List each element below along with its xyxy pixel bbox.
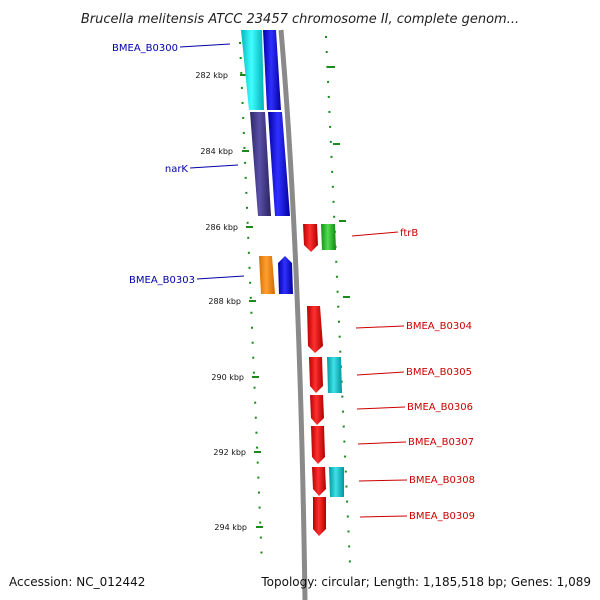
map-title: Brucella melitensis ATCC 23457 chromosom…	[81, 12, 519, 27]
tick-label: 286 kbp	[205, 223, 238, 232]
tick-label: 290 kbp	[211, 373, 244, 382]
scale-labels: 282 kbp 284 kbp 286 kbp 288 kbp 290 kbp …	[195, 71, 247, 532]
gene-nark-companion-feature[interactable]	[268, 112, 290, 216]
gene-label-nark[interactable]: narK	[165, 164, 189, 175]
gene-labels: BMEA_B0300 narK BMEA_B0303 ftrB BMEA_B03…	[112, 43, 475, 522]
gene-label-ftrb[interactable]: ftrB	[400, 228, 418, 239]
gene-label-bmea-b0300[interactable]: BMEA_B0300	[112, 43, 178, 54]
gene-bmea-b0308-feature[interactable]	[312, 467, 326, 496]
gene-bmea-b0307-feature[interactable]	[311, 426, 325, 464]
gene-label-bmea-b0303[interactable]: BMEA_B0303	[129, 275, 195, 286]
gene-bmea-b0309-feature[interactable]	[313, 497, 326, 536]
gene-label-bmea-b0304[interactable]: BMEA_B0304	[406, 321, 472, 332]
gene-bmea-b0303-feature[interactable]	[259, 256, 275, 294]
accession-text: Accession: NC_012442	[9, 575, 145, 589]
label-leaders	[179, 43, 408, 518]
gene-bmea-b0305-feature[interactable]	[309, 357, 323, 393]
gene-label-bmea-b0308[interactable]: BMEA_B0308	[409, 475, 475, 486]
topology-text: Topology: circular; Length: 1,185,518 bp…	[260, 575, 591, 589]
left-track-dots	[239, 41, 263, 566]
gene-ftrb-companion-feature[interactable]	[321, 224, 336, 250]
tick-label: 292 kbp	[213, 448, 246, 457]
gene-bmea-b0306-feature[interactable]	[310, 395, 324, 425]
reverse-genes	[303, 224, 344, 536]
gene-bmea-b0300-feature[interactable]	[241, 30, 264, 110]
tick-label: 288 kbp	[208, 297, 241, 306]
gene-bmea-b0305-companion-feature[interactable]	[327, 357, 342, 393]
gene-nark-feature[interactable]	[250, 112, 271, 216]
gene-ftrb-feature[interactable]	[303, 224, 318, 252]
forward-genes	[241, 30, 293, 294]
chromosome-backbone	[278, 29, 308, 600]
gene-bmea-b0300-companion-feature[interactable]	[263, 30, 281, 110]
gene-label-bmea-b0306[interactable]: BMEA_B0306	[407, 402, 473, 413]
gene-label-bmea-b0307[interactable]: BMEA_B0307	[408, 437, 474, 448]
gene-bmea-b0304-feature[interactable]	[307, 306, 323, 353]
gene-label-bmea-b0305[interactable]: BMEA_B0305	[406, 367, 472, 378]
gene-bmea-b0308-companion-feature[interactable]	[329, 467, 344, 497]
gene-bmea-b0303-companion-feature[interactable]	[278, 256, 293, 294]
tick-label: 284 kbp	[200, 147, 233, 156]
tick-label: 282 kbp	[195, 71, 228, 80]
gene-label-bmea-b0309[interactable]: BMEA_B0309	[409, 511, 475, 522]
tick-label: 294 kbp	[214, 523, 247, 532]
